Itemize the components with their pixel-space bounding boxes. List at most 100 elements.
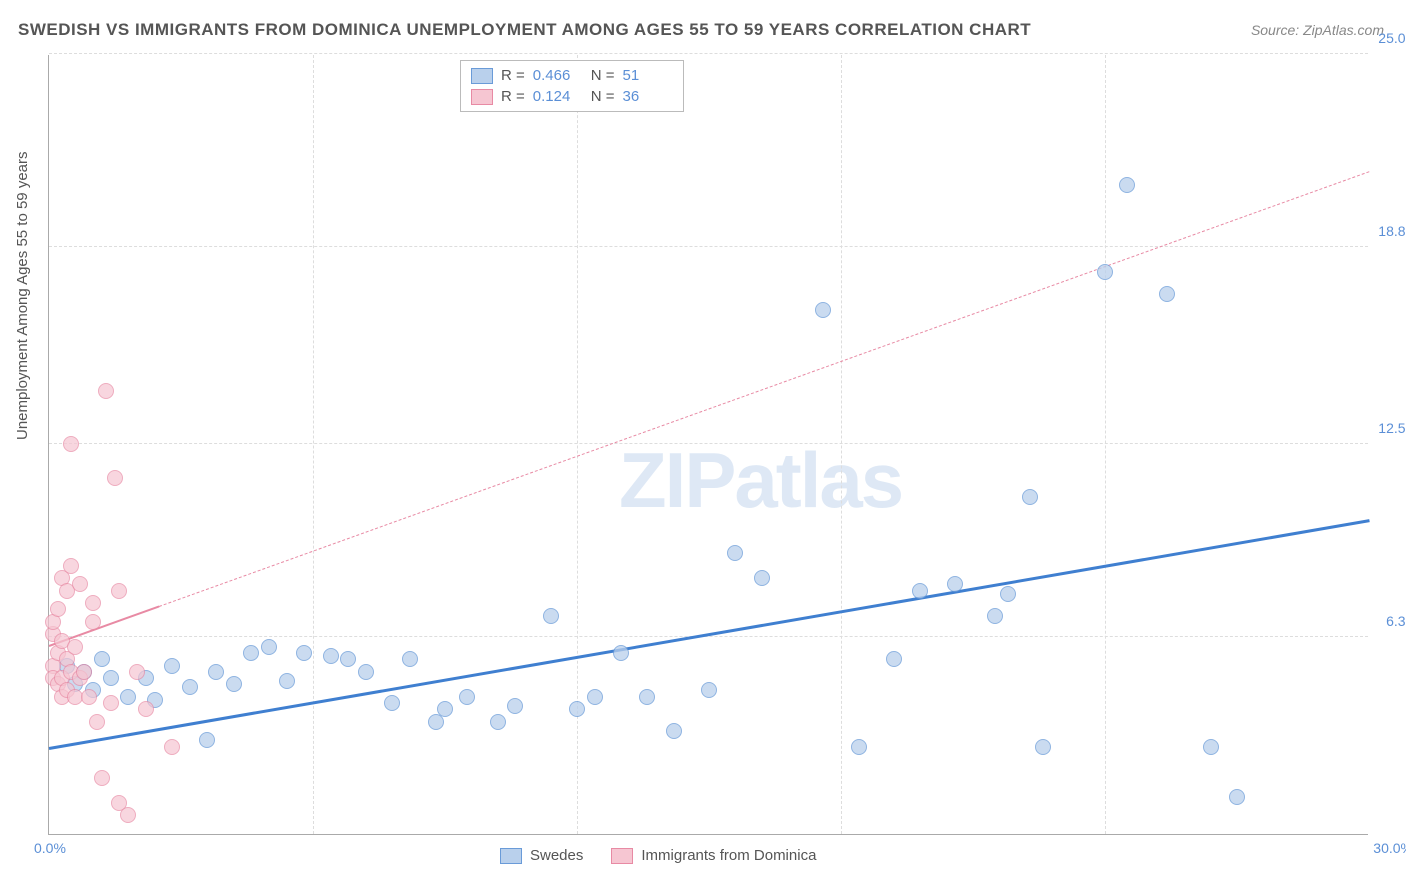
trendline-dominica-dashed [159, 172, 1369, 608]
point-swedes [1203, 739, 1219, 755]
point-swedes [987, 608, 1003, 624]
point-swedes [261, 639, 277, 655]
source-label: Source: ZipAtlas.com [1251, 22, 1384, 38]
point-dominica [120, 807, 136, 823]
point-swedes [912, 583, 928, 599]
point-swedes [182, 679, 198, 695]
n-label: N = [591, 88, 615, 105]
point-dominica [138, 701, 154, 717]
legend-row-swedes: R =0.466N =51 [471, 65, 673, 86]
swatch-swedes [500, 848, 522, 864]
point-swedes [815, 302, 831, 318]
point-dominica [98, 383, 114, 399]
point-swedes [384, 695, 400, 711]
point-dominica [63, 558, 79, 574]
point-dominica [164, 739, 180, 755]
point-dominica [89, 714, 105, 730]
legend-item-swedes: Swedes [500, 847, 583, 864]
swatch-swedes [471, 68, 493, 84]
point-swedes [208, 664, 224, 680]
point-swedes [437, 701, 453, 717]
point-swedes [296, 645, 312, 661]
point-swedes [1119, 177, 1135, 193]
gridline-v [841, 55, 842, 834]
y-tick-label: 25.0% [1373, 30, 1406, 46]
point-swedes [199, 732, 215, 748]
point-swedes [639, 689, 655, 705]
point-dominica [107, 470, 123, 486]
gridline-v [1105, 55, 1106, 834]
point-dominica [94, 770, 110, 786]
r-value-dominica: 0.124 [533, 88, 583, 105]
point-dominica [85, 614, 101, 630]
point-swedes [94, 651, 110, 667]
gridline-v [313, 55, 314, 834]
point-swedes [1159, 286, 1175, 302]
watermark: ZIPatlas [619, 435, 902, 526]
swatch-dominica [471, 89, 493, 105]
y-axis-label: Unemployment Among Ages 55 to 59 years [14, 151, 31, 440]
r-label: R = [501, 88, 525, 105]
gridline-h [49, 443, 1368, 444]
point-swedes [1229, 789, 1245, 805]
gridline-h [49, 636, 1368, 637]
plot-area: ZIPatlas 0.0% 30.0% 6.3%12.5%18.8%25.0% [48, 55, 1368, 835]
x-tick-max: 30.0% [1373, 840, 1406, 856]
n-value-dominica: 36 [623, 88, 673, 105]
n-value-swedes: 51 [623, 67, 673, 84]
point-swedes [1000, 586, 1016, 602]
point-swedes [754, 570, 770, 586]
point-dominica [50, 601, 66, 617]
correlation-legend: R = 0.466 N = 51 R = 0.124 N = 36 [460, 60, 684, 112]
gridline-h [49, 53, 1368, 54]
point-dominica [129, 664, 145, 680]
x-tick-min: 0.0% [34, 840, 66, 856]
point-dominica [63, 436, 79, 452]
point-swedes [243, 645, 259, 661]
legend-item-dominica: Immigrants from Dominica [611, 847, 816, 864]
legend-row-dominica: R = 0.124 N = 36 [471, 86, 673, 107]
point-swedes [1035, 739, 1051, 755]
gridline-h [49, 246, 1368, 247]
point-swedes [613, 645, 629, 661]
point-swedes [569, 701, 585, 717]
series-legend: Swedes Immigrants from Dominica [500, 847, 816, 864]
point-swedes [886, 651, 902, 667]
point-swedes [490, 714, 506, 730]
point-swedes [1097, 264, 1113, 280]
n-label: N = [591, 67, 615, 84]
point-swedes [851, 739, 867, 755]
point-swedes [507, 698, 523, 714]
point-swedes [1022, 489, 1038, 505]
point-swedes [323, 648, 339, 664]
point-swedes [340, 651, 356, 667]
r-value-swedes: 0.466 [533, 67, 583, 84]
point-dominica [85, 595, 101, 611]
legend-label-dominica: Immigrants from Dominica [641, 847, 816, 864]
point-swedes [120, 689, 136, 705]
y-tick-label: 12.5% [1373, 420, 1406, 436]
y-tick-label: 6.3% [1373, 613, 1406, 629]
point-swedes [727, 545, 743, 561]
point-swedes [103, 670, 119, 686]
point-swedes [543, 608, 559, 624]
point-dominica [103, 695, 119, 711]
point-swedes [587, 689, 603, 705]
point-swedes [279, 673, 295, 689]
point-dominica [72, 576, 88, 592]
trendline-swedes [49, 519, 1370, 750]
point-swedes [226, 676, 242, 692]
point-dominica [67, 639, 83, 655]
y-tick-label: 18.8% [1373, 223, 1406, 239]
point-dominica [76, 664, 92, 680]
point-swedes [402, 651, 418, 667]
point-swedes [701, 682, 717, 698]
point-swedes [358, 664, 374, 680]
point-dominica [81, 689, 97, 705]
point-dominica [111, 583, 127, 599]
point-swedes [666, 723, 682, 739]
chart-title: SWEDISH VS IMMIGRANTS FROM DOMINICA UNEM… [18, 20, 1031, 40]
legend-label-swedes: Swedes [530, 847, 583, 864]
point-swedes [947, 576, 963, 592]
point-swedes [459, 689, 475, 705]
